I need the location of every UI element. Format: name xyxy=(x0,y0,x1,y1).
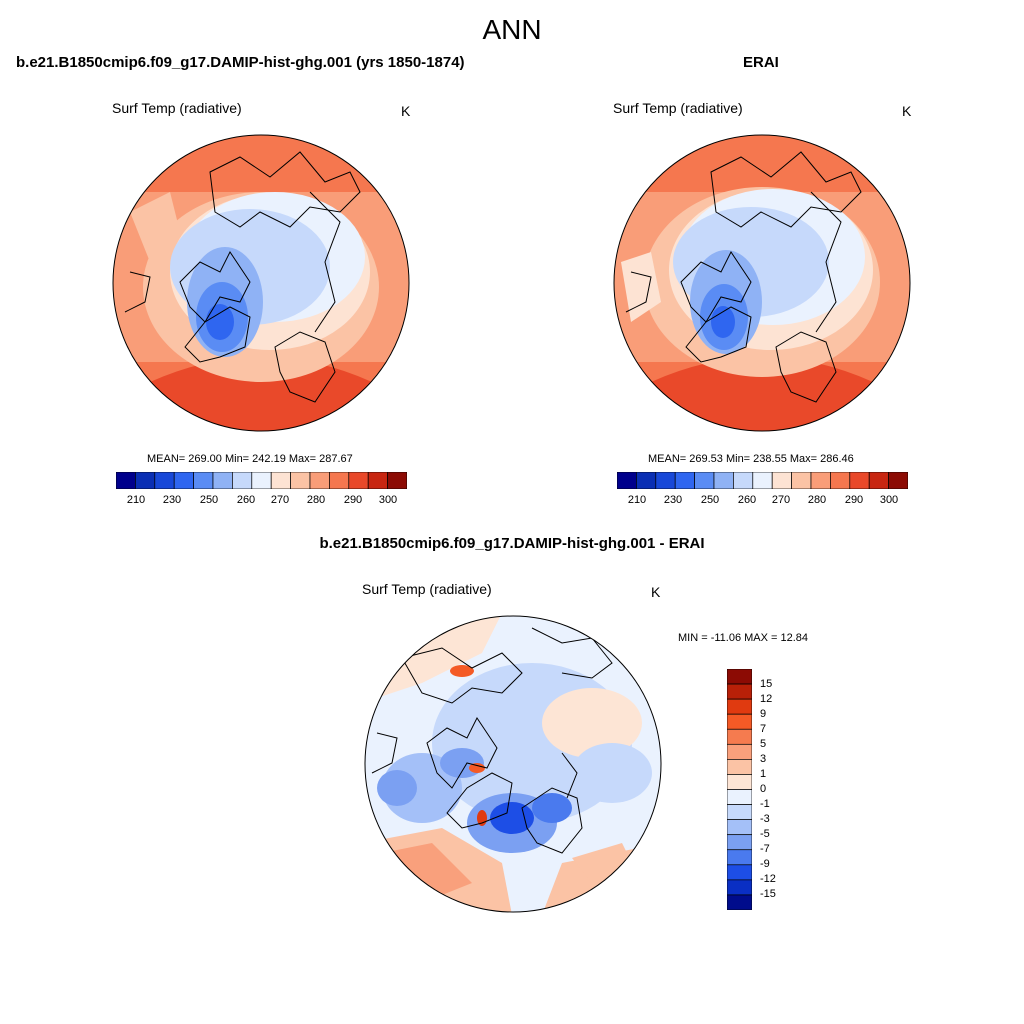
diff-units-label: K xyxy=(651,584,661,600)
colorbar-swatch xyxy=(727,804,752,820)
obs-colorbar-tick: 280 xyxy=(807,494,827,506)
obs-colorbar xyxy=(617,472,908,489)
figure-title: ANN xyxy=(482,14,542,45)
diff-colorbar-tick: -5 xyxy=(760,828,770,840)
obs-colorbar-tick: 260 xyxy=(737,494,757,506)
colorbar-swatch xyxy=(727,819,752,836)
colorbar-swatch xyxy=(727,743,752,760)
model-colorbar-tick: 260 xyxy=(236,494,256,506)
colorbar-swatch xyxy=(752,472,773,489)
colorbar-swatch xyxy=(116,472,136,489)
colorbar-swatch xyxy=(655,472,676,489)
obs-variable-label: Surf Temp (radiative) xyxy=(613,100,743,116)
obs-colorbar-tick: 230 xyxy=(663,494,683,506)
colorbar-swatch xyxy=(290,472,311,489)
model-colorbar xyxy=(116,472,407,489)
model-panel-title: b.e21.B1850cmip6.f09_g17.DAMIP-hist-ghg.… xyxy=(16,54,465,71)
colorbar-swatch xyxy=(727,713,752,730)
model-colorbar-tick: 230 xyxy=(162,494,182,506)
model-colorbar-tick: 290 xyxy=(343,494,363,506)
colorbar-swatch xyxy=(193,472,214,489)
diff-variable-label: Surf Temp (radiative) xyxy=(362,581,492,597)
colorbar-swatch xyxy=(727,774,752,790)
diff-stats: MIN = -11.06 MAX = 12.84 xyxy=(678,632,809,644)
diff-colorbar-tick: -15 xyxy=(760,888,776,900)
obs-panel-title: ERAI xyxy=(743,54,779,71)
diff-colorbar-tick: 1 xyxy=(760,768,767,780)
colorbar-swatch xyxy=(367,472,388,489)
diff-colorbar xyxy=(727,669,752,910)
colorbar-swatch xyxy=(771,472,792,489)
colorbar-swatch xyxy=(727,789,752,805)
model-colorbar-tick: 210 xyxy=(126,494,146,506)
colorbar-swatch xyxy=(868,472,889,489)
colorbar-swatch xyxy=(154,472,175,489)
model-colorbar-ticks: 210 230 250 260 270 280 290 300 xyxy=(116,494,407,508)
diff-colorbar-tick: -7 xyxy=(760,843,770,855)
colorbar-swatch xyxy=(733,472,754,489)
colorbar-swatch xyxy=(727,894,752,910)
colorbar-swatch xyxy=(348,472,369,489)
colorbar-swatch xyxy=(329,472,350,489)
diff-colorbar-tick: 7 xyxy=(760,723,767,735)
diff-polar-map xyxy=(364,615,662,913)
diff-colorbar-tick: 9 xyxy=(760,708,767,720)
model-units-label: K xyxy=(401,103,411,119)
colorbar-swatch xyxy=(727,834,752,851)
colorbar-swatch xyxy=(212,472,233,489)
colorbar-swatch xyxy=(830,472,851,489)
diff-colorbar-tick: -1 xyxy=(760,798,770,810)
colorbar-swatch xyxy=(232,472,253,489)
colorbar-swatch xyxy=(849,472,870,489)
model-colorbar-tick: 270 xyxy=(270,494,290,506)
obs-polar-map xyxy=(613,134,911,432)
colorbar-swatch xyxy=(791,472,812,489)
model-colorbar-tick: 250 xyxy=(199,494,219,506)
colorbar-swatch xyxy=(135,472,156,489)
colorbar-swatch xyxy=(713,472,734,489)
model-colorbar-tick: 300 xyxy=(378,494,398,506)
colorbar-swatch xyxy=(727,669,752,685)
colorbar-swatch xyxy=(694,472,715,489)
diff-colorbar-tick: 0 xyxy=(760,783,767,795)
diff-colorbar-tick: -9 xyxy=(760,858,770,870)
colorbar-swatch xyxy=(387,472,407,489)
obs-colorbar-tick: 210 xyxy=(627,494,647,506)
model-colorbar-tick: 280 xyxy=(306,494,326,506)
colorbar-swatch xyxy=(888,472,908,489)
model-variable-label: Surf Temp (radiative) xyxy=(112,100,242,116)
colorbar-swatch xyxy=(727,864,752,881)
colorbar-swatch xyxy=(674,472,695,489)
obs-stats: MEAN= 269.53 Min= 238.55 Max= 286.46 xyxy=(648,453,854,465)
diff-colorbar-tick: -3 xyxy=(760,813,770,825)
obs-colorbar-tick: 270 xyxy=(771,494,791,506)
diff-colorbar-tick: 3 xyxy=(760,753,767,765)
colorbar-swatch xyxy=(617,472,637,489)
colorbar-swatch xyxy=(173,472,194,489)
obs-colorbar-ticks: 210 230 250 260 270 280 290 300 xyxy=(617,494,908,508)
colorbar-swatch xyxy=(309,472,330,489)
diff-panel-title: b.e21.B1850cmip6.f09_g17.DAMIP-hist-ghg.… xyxy=(319,535,705,552)
diff-colorbar-tick: 12 xyxy=(760,693,773,705)
colorbar-swatch xyxy=(636,472,657,489)
diff-colorbar-tick: 15 xyxy=(760,678,773,690)
colorbar-swatch xyxy=(810,472,831,489)
model-polar-map xyxy=(112,134,410,432)
colorbar-swatch xyxy=(727,759,752,775)
colorbar-swatch xyxy=(727,728,752,745)
diff-colorbar-ticks: 15 12 9 7 5 3 1 0 -1 -3 -5 -7 -9 -12 -15 xyxy=(760,669,800,910)
obs-colorbar-tick: 250 xyxy=(700,494,720,506)
colorbar-swatch xyxy=(251,472,272,489)
diff-colorbar-tick: -12 xyxy=(760,873,776,885)
model-stats: MEAN= 269.00 Min= 242.19 Max= 287.67 xyxy=(147,453,353,465)
colorbar-swatch xyxy=(727,683,752,700)
colorbar-swatch xyxy=(270,472,291,489)
diff-colorbar-tick: 5 xyxy=(760,738,767,750)
colorbar-swatch xyxy=(727,849,752,866)
obs-colorbar-tick: 300 xyxy=(879,494,899,506)
obs-colorbar-tick: 290 xyxy=(844,494,864,506)
obs-units-label: K xyxy=(902,103,912,119)
colorbar-swatch xyxy=(727,698,752,715)
colorbar-swatch xyxy=(727,879,752,896)
